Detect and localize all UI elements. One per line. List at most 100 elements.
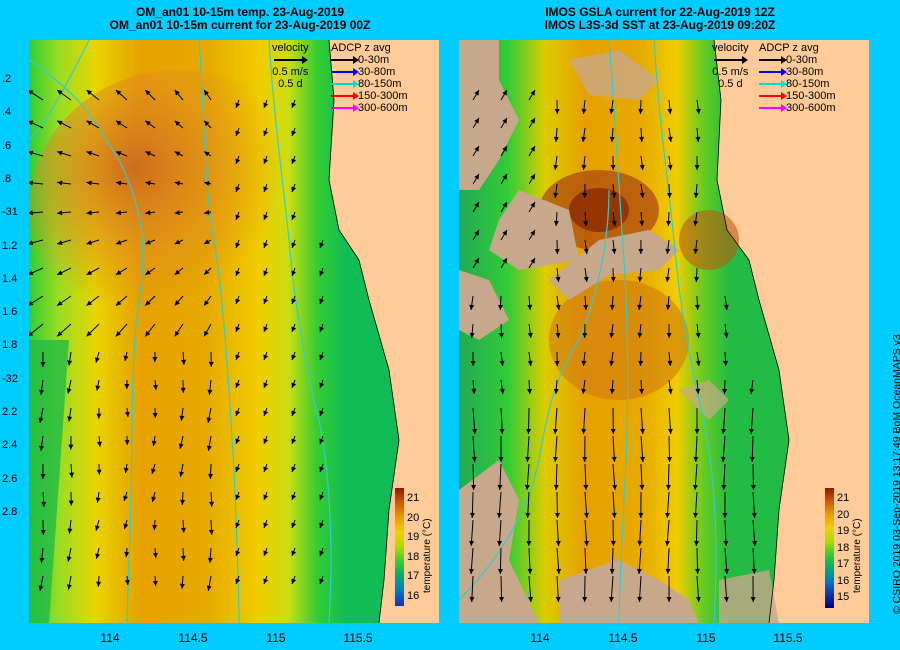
current-vector-head — [29, 180, 33, 186]
current-vector-head — [609, 360, 615, 366]
current-vector-head — [57, 120, 63, 126]
adcp-item-label: 80-150m — [786, 78, 830, 90]
current-vector-head — [319, 354, 325, 360]
current-vector-head — [115, 210, 122, 216]
current-vector-head — [66, 556, 72, 562]
current-vector-head — [29, 90, 34, 95]
current-vector-head — [553, 136, 559, 142]
current-vector-head — [554, 248, 560, 254]
current-vector-head — [152, 524, 158, 531]
current-vector-head — [66, 388, 72, 394]
current-vector-head — [123, 495, 128, 502]
current-vector-head — [472, 428, 478, 434]
current-vector-head — [29, 240, 34, 246]
current-vector-head — [694, 428, 700, 434]
current-vector-head — [174, 210, 181, 215]
current-vector-head — [721, 484, 727, 490]
current-vector-head — [723, 304, 729, 310]
current-vector-head — [263, 466, 269, 472]
current-vector-head — [174, 120, 181, 126]
current-vector-head — [291, 298, 297, 304]
latitude-tick-label: .8 — [2, 172, 12, 185]
current-vector-head — [612, 484, 618, 490]
current-vector-head — [263, 382, 269, 388]
current-vector-head — [319, 382, 325, 388]
current-vector-head — [235, 550, 241, 556]
current-vector-head — [40, 529, 46, 535]
current-vector-head — [638, 360, 644, 366]
current-vector-head — [723, 596, 729, 602]
adcp-item-label: 150-300m — [358, 90, 408, 102]
current-vector-head — [502, 258, 507, 264]
current-vector-head — [235, 438, 241, 444]
left-map-panel: velocity 0.5 m/s 0.5 d ADCP z avg 0-30m … — [29, 40, 439, 623]
current-vector-head — [502, 118, 507, 124]
current-vector-head — [204, 90, 209, 96]
current-vector-head — [95, 553, 101, 559]
current-vector-head — [611, 248, 617, 254]
current-vector-head — [528, 596, 534, 602]
current-vector-head — [204, 300, 210, 306]
current-vector-head — [498, 456, 504, 462]
left-isobath — [29, 59, 144, 623]
latitude-tick-label: .6 — [2, 139, 12, 152]
current-vector-head — [235, 382, 241, 388]
current-vector-head — [751, 512, 757, 518]
current-vector-head — [235, 186, 241, 192]
current-vector-head — [152, 412, 158, 419]
current-vector-head — [582, 456, 588, 462]
current-vector-head — [468, 568, 474, 574]
current-vector-head — [263, 158, 269, 164]
current-vector-head — [291, 354, 297, 360]
right-warm-patch — [549, 280, 689, 400]
current-vector-head — [235, 522, 241, 528]
current-vector-head — [666, 220, 672, 226]
current-vector-head — [525, 512, 531, 518]
current-vector-head — [124, 551, 130, 558]
current-vector-head — [57, 180, 63, 186]
current-vector-head — [96, 469, 102, 475]
current-vector-head — [66, 584, 72, 590]
current-vector-head — [96, 413, 102, 419]
current-vector-head — [499, 596, 505, 602]
current-vector-head — [68, 500, 74, 506]
current-vector-head — [749, 388, 755, 394]
current-vector-head — [639, 164, 645, 170]
current-vector-head — [695, 596, 701, 602]
current-vector-head — [124, 383, 130, 390]
current-vector-head — [151, 440, 157, 447]
current-vector-head — [749, 456, 755, 462]
current-vector-head — [204, 209, 210, 215]
current-vector-head — [666, 456, 672, 462]
current-vector-head — [665, 512, 671, 518]
left-current-arrows — [29, 89, 325, 592]
current-vector-head — [180, 555, 186, 561]
current-vector-head — [263, 214, 269, 220]
current-vector-head — [583, 220, 589, 226]
adcp-legend-title: ADCP z avg — [759, 42, 819, 54]
current-vector-head — [319, 270, 325, 276]
current-vector-head — [582, 596, 588, 602]
current-vector-head — [611, 456, 617, 462]
current-vector-head — [174, 90, 180, 96]
current-vector-head — [611, 220, 617, 226]
current-vector-head — [152, 356, 158, 363]
current-vector-head — [145, 330, 151, 337]
current-vector-head — [67, 528, 73, 534]
current-vector-head — [86, 120, 93, 126]
current-vector-head — [145, 239, 151, 245]
left-velocity-legend: velocity 0.5 m/s 0.5 d — [272, 42, 309, 90]
current-vector-head — [263, 326, 269, 332]
current-vector-head — [610, 428, 616, 434]
current-vector-head — [497, 540, 503, 546]
colorbar-tick-label: 19 — [407, 531, 420, 543]
current-vector-head — [530, 90, 535, 96]
latitude-tick-label: 1.8 — [2, 339, 18, 352]
current-vector-head — [206, 445, 212, 451]
current-vector-head — [180, 387, 186, 393]
current-vector-head — [208, 361, 214, 367]
current-vector-head — [319, 242, 325, 248]
current-vector-head — [666, 332, 672, 338]
current-vector-head — [609, 108, 615, 114]
current-vector-head — [69, 472, 75, 478]
